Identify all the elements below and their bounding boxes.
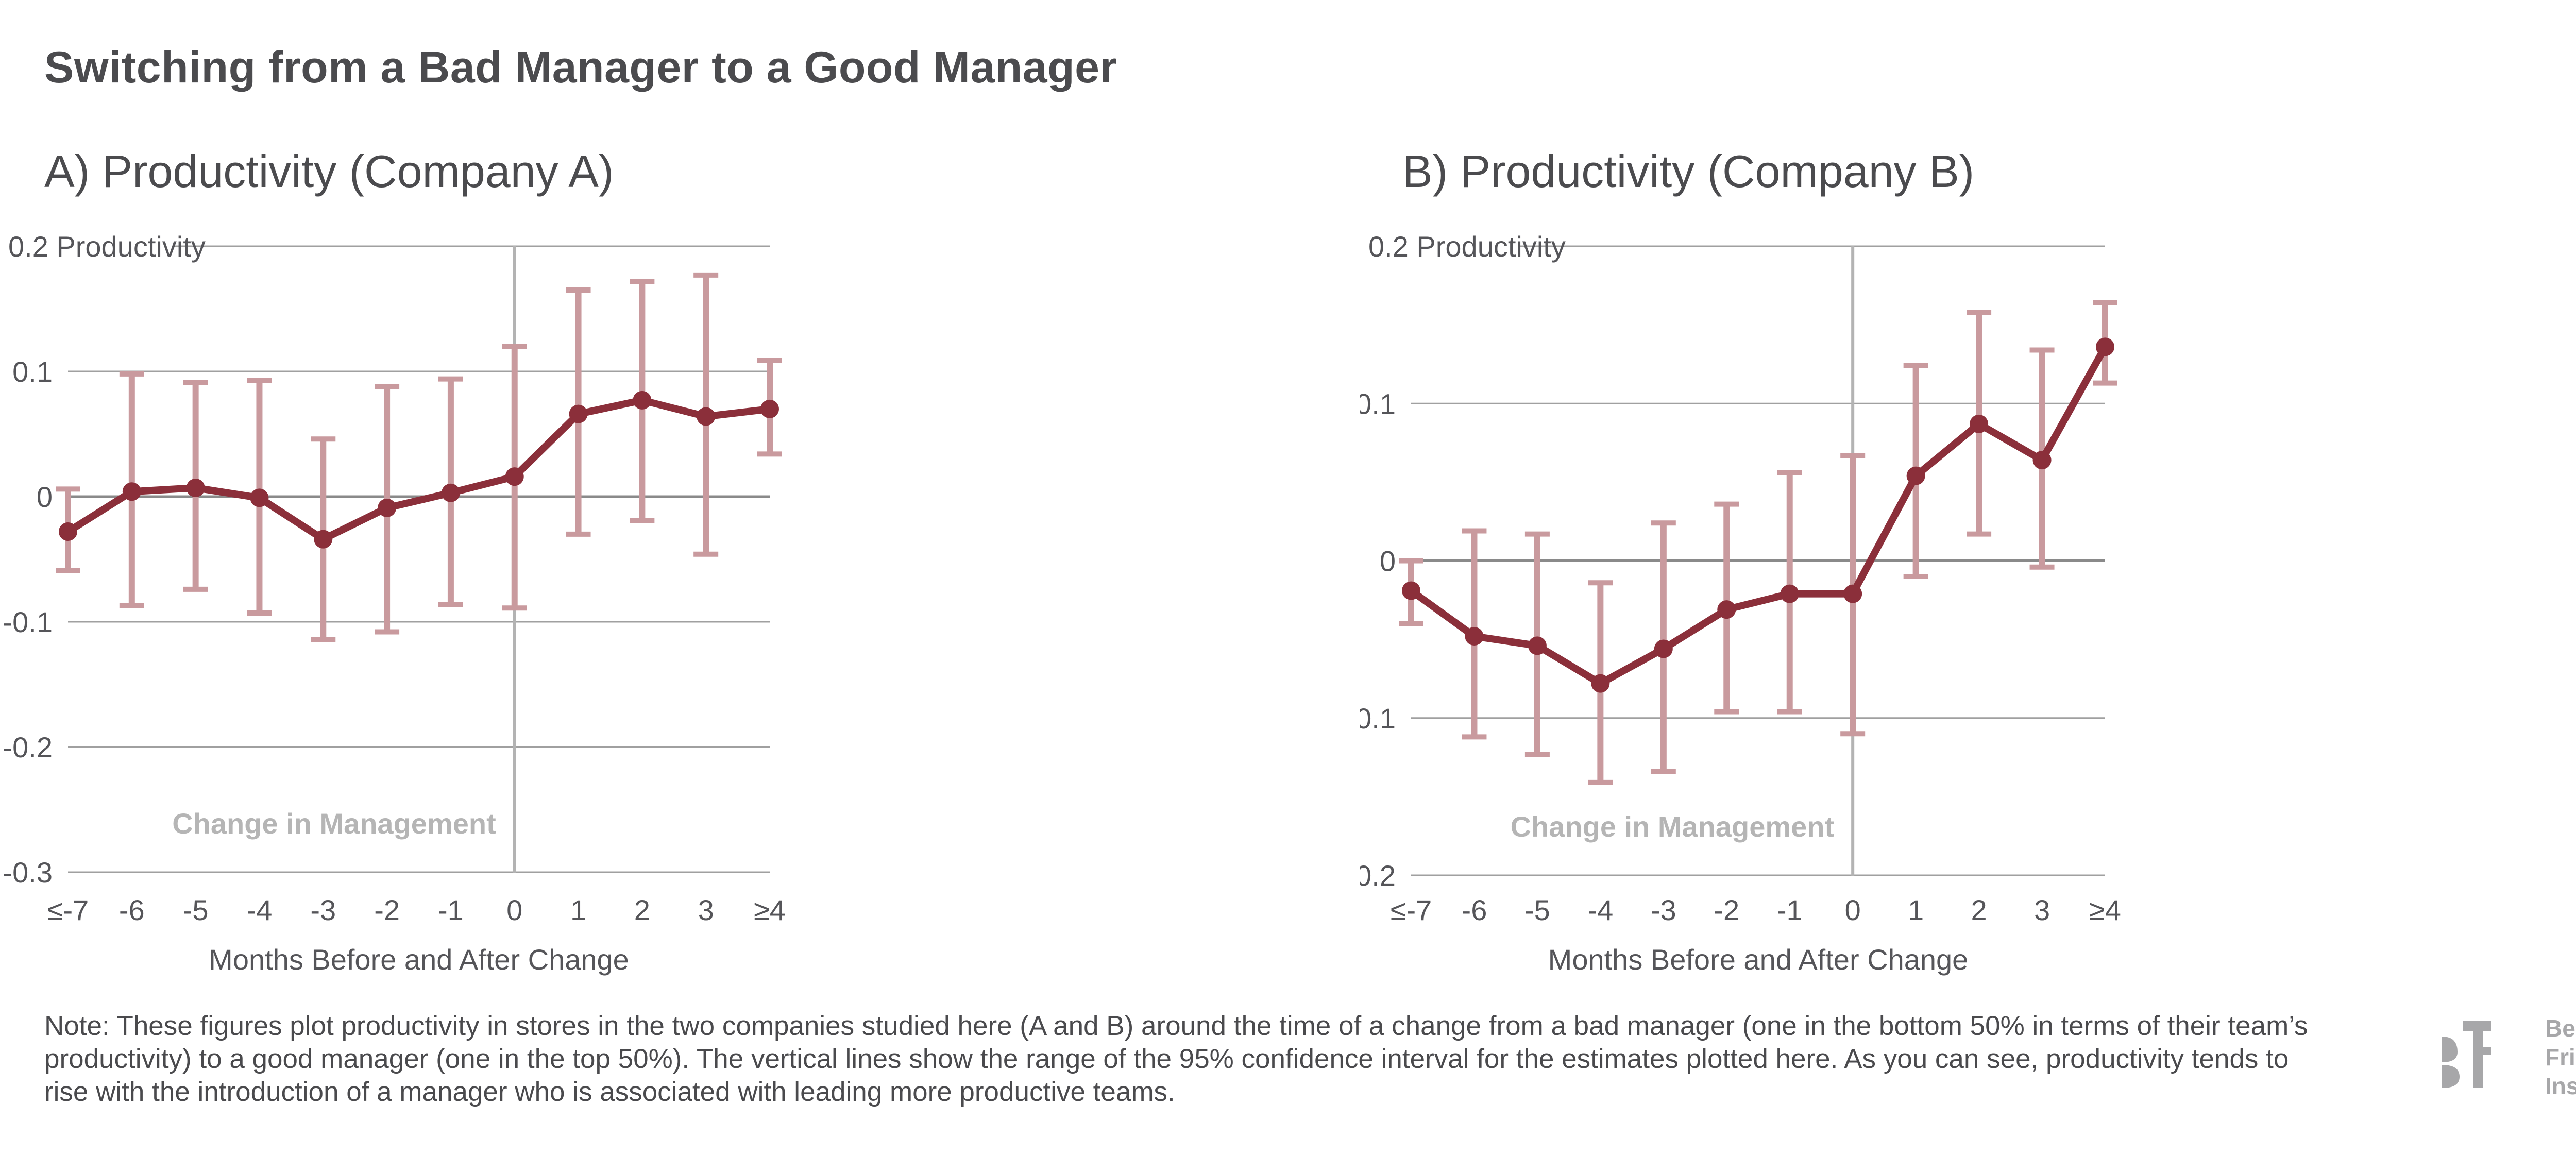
data-point xyxy=(186,478,205,497)
x-tick-label: -1 xyxy=(438,894,464,926)
y-tick-label: -0.2 xyxy=(1360,859,1396,892)
y-tick-label: -0.3 xyxy=(3,856,53,889)
x-tick-label: ≤-7 xyxy=(1391,894,1432,926)
x-tick-label: -1 xyxy=(1777,894,1803,926)
main-title: Switching from a Bad Manager to a Good M… xyxy=(44,43,1117,92)
data-point xyxy=(441,483,460,502)
data-point xyxy=(250,488,269,507)
footnote: Note: These figures plot productivity in… xyxy=(44,1011,2308,1107)
data-point xyxy=(2096,337,2114,356)
data-point xyxy=(378,498,397,517)
data-point xyxy=(1402,581,1420,600)
data-point xyxy=(1843,584,1862,603)
x-tick-label: -5 xyxy=(183,894,209,926)
data-point xyxy=(59,522,77,541)
x-tick-label: 1 xyxy=(1908,894,1924,926)
data-point xyxy=(697,407,716,426)
data-point xyxy=(314,530,333,549)
x-tick-label: 0 xyxy=(1845,894,1861,926)
x-tick-label: -4 xyxy=(247,894,273,926)
data-point xyxy=(1970,414,1989,433)
x-tick-label: -6 xyxy=(1462,894,1487,926)
logo-line-1: Becker xyxy=(2545,1015,2576,1042)
x-tick-label: -2 xyxy=(1714,894,1739,926)
x-tick-label: 3 xyxy=(698,894,714,926)
data-point xyxy=(1465,627,1484,646)
x-tick-label: ≤-7 xyxy=(47,894,89,926)
y-tick-label: -0.1 xyxy=(3,606,53,638)
x-tick-label: -5 xyxy=(1524,894,1550,926)
x-tick-label: -4 xyxy=(1587,894,1613,926)
x-tick-label: 3 xyxy=(2034,894,2050,926)
productivity-line xyxy=(66,396,770,543)
data-point xyxy=(1591,674,1610,693)
y-tick-label: 0 xyxy=(1380,545,1396,578)
productivity-line xyxy=(1409,345,2109,687)
y-tick-label: -0.2 xyxy=(3,731,53,763)
data-point xyxy=(1717,600,1736,619)
data-point xyxy=(1654,639,1673,658)
y-tick-label: 0.1 xyxy=(1360,387,1396,420)
data-point xyxy=(1528,636,1547,655)
x-axis-label: Months Before and After Change xyxy=(209,943,629,976)
logo-line-3: Institute xyxy=(2545,1073,2576,1099)
bfi-logo-text: Becker Friedman Institute xyxy=(2545,1014,2576,1100)
change-in-management-label: Change in Management xyxy=(1511,810,1835,843)
x-tick-label: -3 xyxy=(1651,894,1676,926)
logo-line-2: Friedman xyxy=(2545,1044,2576,1071)
data-point xyxy=(760,399,779,418)
x-tick-label: 2 xyxy=(1971,894,1987,926)
change-in-management-label: Change in Management xyxy=(172,807,496,840)
data-point xyxy=(2032,451,2052,470)
y-tick-label: 0.1 xyxy=(12,355,53,388)
data-point xyxy=(1780,584,1799,603)
y-tick-label: -0.1 xyxy=(1360,702,1396,735)
data-point xyxy=(633,390,652,410)
chart-b: 0.2 Productivity 0.1 0 -0.1 -0.2 Change in Ma… xyxy=(1360,230,2121,976)
x-tick-label: ≥4 xyxy=(754,894,786,926)
x-tick-label: 2 xyxy=(634,894,650,926)
chart-a: 0.2 Productivity 0.1 0 -0.1 -0.2 -0.3 Change i… xyxy=(3,230,786,976)
data-point xyxy=(505,467,524,486)
x-tick-label: 1 xyxy=(570,894,586,926)
data-point xyxy=(122,482,141,501)
y-tick-label: 0.2 Productivity xyxy=(1368,230,1566,263)
y-tick-label: 0 xyxy=(37,481,53,513)
x-tick-label: 0 xyxy=(506,894,522,926)
x-tick-label: ≥4 xyxy=(2089,894,2121,926)
panel-a-title: A) Productivity (Company A) xyxy=(44,146,614,197)
data-point xyxy=(569,404,588,423)
bfi-logo: Becker Friedman Institute xyxy=(2442,1014,2576,1101)
bfi-logo-mark-icon xyxy=(2442,1021,2491,1088)
y-tick-label: 0.2 Productivity xyxy=(8,230,206,263)
panel-b-title: B) Productivity (Company B) xyxy=(1402,146,1975,197)
x-tick-label: -2 xyxy=(374,894,400,926)
x-tick-label: -6 xyxy=(119,894,145,926)
data-point xyxy=(1906,466,1925,485)
x-axis-label: Months Before and After Change xyxy=(1548,943,1969,976)
x-tick-label: -3 xyxy=(310,894,336,926)
